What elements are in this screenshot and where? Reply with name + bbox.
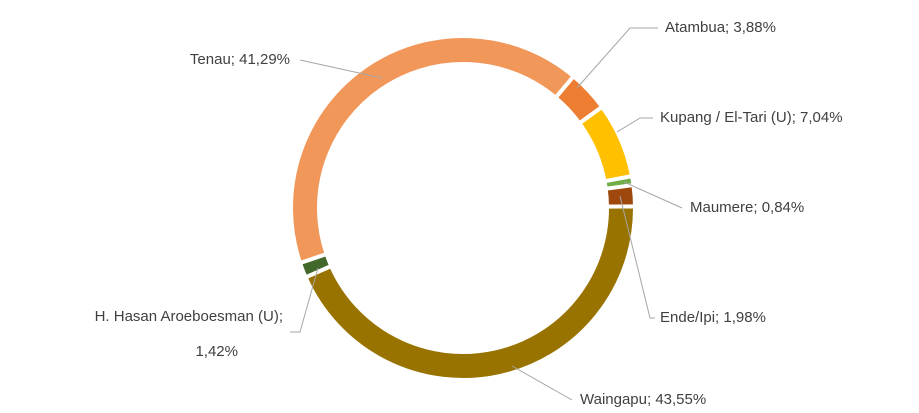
- data-label-line: 1,42%: [195, 343, 238, 360]
- donut-slice: [603, 182, 638, 209]
- data-label: Maumere; 0,84%: [690, 199, 804, 216]
- data-label: Tenau; 41,29%: [190, 51, 290, 68]
- leader-line: [623, 181, 683, 209]
- data-label-line: H. Hasan Aroeboesman (U);: [95, 308, 283, 325]
- leader-line: [616, 117, 653, 133]
- donut-slice: [302, 204, 637, 382]
- leader-line: [619, 195, 655, 319]
- donut-slice: [576, 104, 635, 184]
- data-label: Waingapu; 43,55%: [580, 391, 706, 408]
- leader-line: [576, 27, 658, 89]
- leader-line: [299, 59, 383, 79]
- leader-line: [511, 365, 573, 401]
- data-label: Ende/Ipi; 1,98%: [660, 309, 766, 326]
- data-label: Kupang / El-Tari (U); 7,04%: [660, 109, 843, 126]
- donut-slice: [289, 34, 577, 266]
- data-label: Atambua; 3,88%: [665, 19, 776, 36]
- data-label: H. Hasan Aroeboesman (U); 1,42%: [95, 308, 283, 360]
- leader-line: [290, 267, 319, 333]
